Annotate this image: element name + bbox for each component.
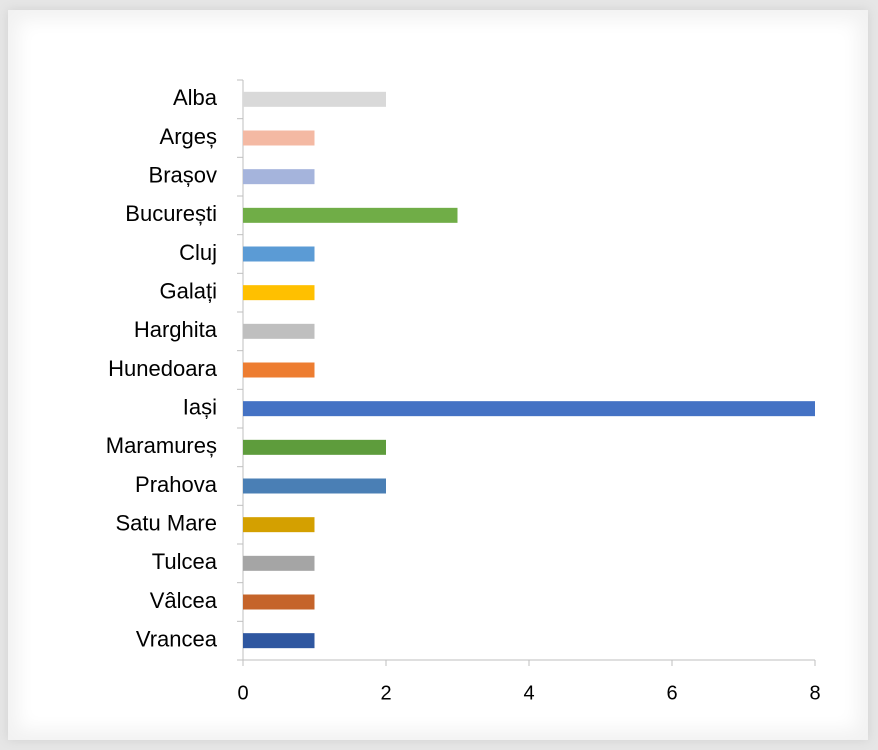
y-tick-label: Prahova xyxy=(135,472,218,497)
x-tick-label: 4 xyxy=(523,682,534,704)
y-tick-label: București xyxy=(125,201,217,226)
bar xyxy=(243,478,386,494)
bar xyxy=(243,246,315,262)
y-tick-label: Alba xyxy=(173,85,218,110)
bar xyxy=(243,633,315,649)
y-tick-label: Argeș xyxy=(160,124,217,149)
y-tick-label: Brașov xyxy=(149,162,217,187)
bar xyxy=(243,130,315,146)
y-tick-label: Satu Mare xyxy=(116,510,218,535)
y-tick-label: Vâlcea xyxy=(150,588,218,613)
y-tick-label: Iași xyxy=(183,394,217,419)
x-tick-label: 6 xyxy=(666,682,677,704)
y-tick-label: Cluj xyxy=(179,240,217,265)
bar xyxy=(243,594,315,610)
y-tick-label: Maramureș xyxy=(106,433,217,458)
bar xyxy=(243,323,315,339)
y-tick-label: Hunedoara xyxy=(108,356,218,381)
y-tick-label: Galați xyxy=(160,278,217,303)
bar xyxy=(243,169,315,185)
bar xyxy=(243,555,315,571)
x-tick-label: 8 xyxy=(809,682,820,704)
y-tick-label: Vrancea xyxy=(136,626,218,651)
bar xyxy=(243,401,815,417)
x-tick-label: 2 xyxy=(380,682,391,704)
bar xyxy=(243,285,315,301)
bar xyxy=(243,517,315,533)
chart-card xyxy=(8,10,868,740)
y-tick-label: Tulcea xyxy=(152,549,218,574)
bar xyxy=(243,207,458,223)
bar xyxy=(243,439,386,455)
x-tick-label: 0 xyxy=(237,682,248,704)
bar xyxy=(243,91,386,107)
bar xyxy=(243,362,315,378)
y-tick-label: Harghita xyxy=(134,317,218,342)
